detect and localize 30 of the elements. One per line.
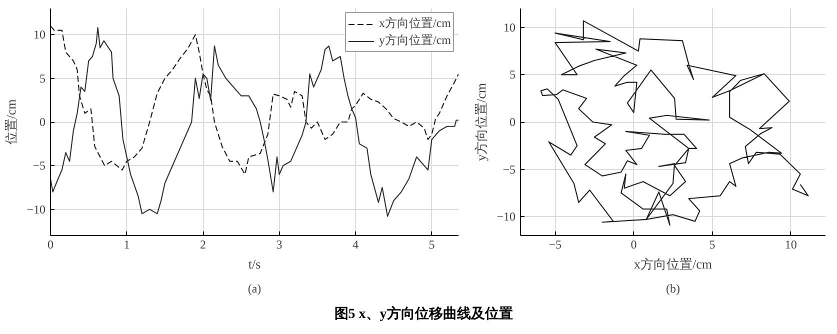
y-tick-label: 10 (34, 28, 46, 42)
y-tick-label: −5 (32, 158, 46, 173)
x-tick-label: 10 (784, 238, 797, 252)
x-tick-label: 0 (630, 238, 637, 252)
y-tick-label: 5 (40, 71, 46, 86)
y-tick-label: 0 (40, 115, 46, 129)
x-axis-title: t/s (248, 256, 261, 272)
line-series (50, 27, 458, 217)
y-tick-label: −10 (496, 210, 516, 224)
x-tick-label: 4 (352, 238, 359, 252)
text: (b) (666, 282, 680, 296)
y-tick-label: 10 (504, 20, 516, 34)
y-tick-label: 0 (510, 115, 516, 129)
y-tick-label: 5 (510, 68, 516, 82)
x-tick-label: 5 (709, 238, 716, 252)
x-tick-label: 5 (428, 238, 435, 252)
line-series (540, 20, 809, 226)
caption: 图5 x、y方向位移曲线及位置 (334, 305, 513, 324)
x-tick-label: 3 (276, 238, 282, 252)
y-axis-title: y方向位置/cm (474, 82, 489, 161)
x-tick-label: −5 (548, 238, 562, 252)
legend-label: y方向位置/cm (379, 32, 451, 49)
text: (a) (248, 282, 262, 296)
legend-label: x方向位置/cm (379, 15, 451, 32)
x-tick-label: 1 (124, 238, 130, 252)
x-tick-label: 2 (200, 238, 206, 252)
x-axis-title: x方向位置/cm (634, 256, 712, 272)
y-tick-label: −5 (502, 162, 516, 176)
y-axis-title: 位置/cm (4, 99, 19, 145)
y-tick-label: −10 (26, 202, 46, 216)
